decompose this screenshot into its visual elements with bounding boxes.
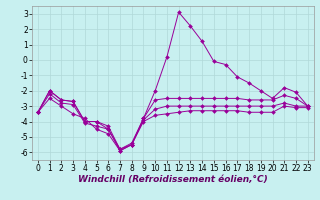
X-axis label: Windchill (Refroidissement éolien,°C): Windchill (Refroidissement éolien,°C) [78, 175, 268, 184]
